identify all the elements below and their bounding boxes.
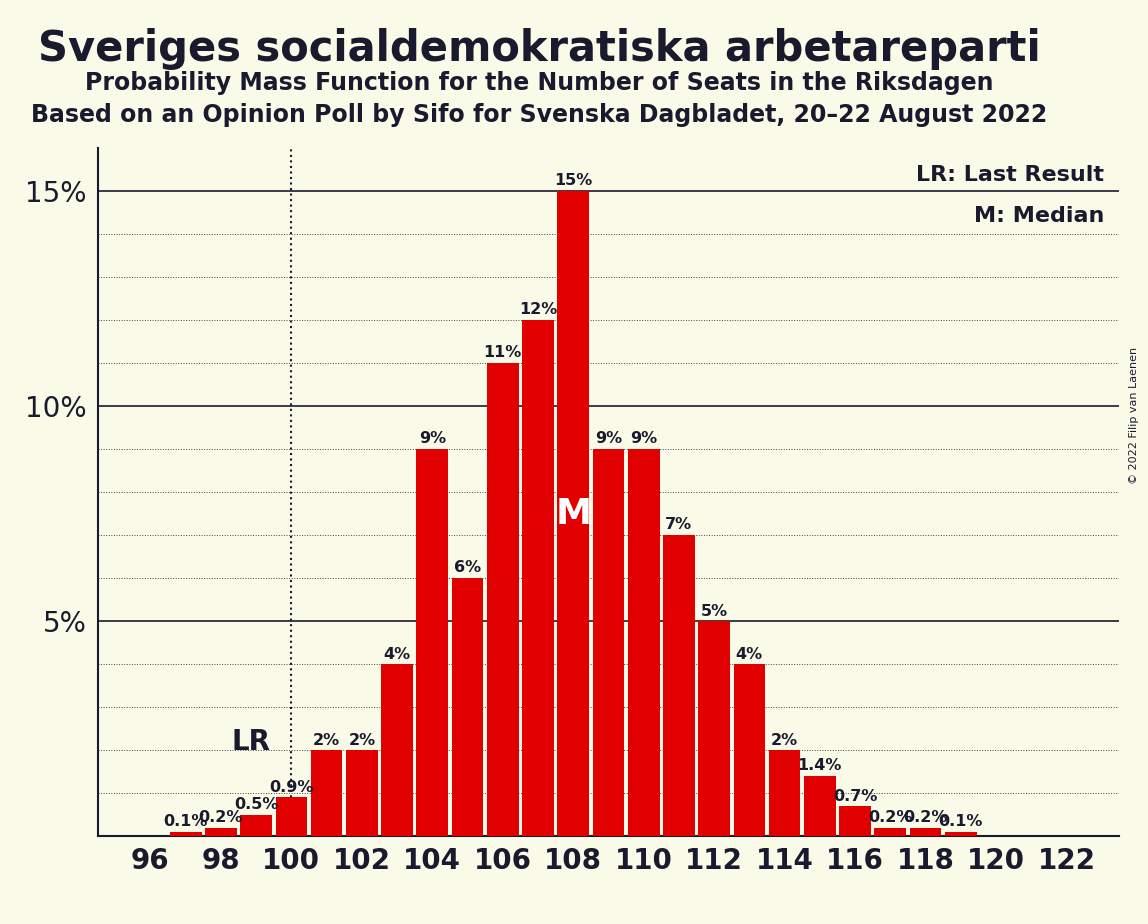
Text: 4%: 4% [383, 647, 411, 662]
Text: © 2022 Filip van Laenen: © 2022 Filip van Laenen [1128, 347, 1139, 484]
Bar [734, 664, 766, 836]
Bar [205, 828, 236, 836]
Text: 0.2%: 0.2% [868, 810, 913, 825]
Text: 9%: 9% [595, 432, 622, 446]
Bar [240, 815, 272, 836]
Bar [170, 832, 202, 836]
Text: Based on an Opinion Poll by Sifo for Svenska Dagbladet, 20–22 August 2022: Based on an Opinion Poll by Sifo for Sve… [31, 103, 1048, 128]
Text: 15%: 15% [554, 174, 592, 188]
Bar [558, 191, 589, 836]
Text: 9%: 9% [630, 432, 658, 446]
Text: 2%: 2% [348, 733, 375, 748]
Bar [945, 832, 977, 836]
Text: 12%: 12% [519, 302, 557, 317]
Bar [346, 750, 378, 836]
Bar [875, 828, 906, 836]
Bar [417, 449, 448, 836]
Text: 4%: 4% [736, 647, 763, 662]
Text: 0.1%: 0.1% [163, 814, 208, 830]
Text: 0.1%: 0.1% [939, 814, 983, 830]
Text: 0.9%: 0.9% [269, 780, 313, 795]
Text: 0.5%: 0.5% [234, 797, 278, 812]
Text: M: Median: M: Median [974, 206, 1104, 226]
Bar [311, 750, 342, 836]
Bar [839, 806, 871, 836]
Text: 0.2%: 0.2% [903, 810, 948, 825]
Text: 1.4%: 1.4% [798, 759, 841, 773]
Bar [909, 828, 941, 836]
Text: 2%: 2% [313, 733, 340, 748]
Text: 7%: 7% [666, 517, 692, 532]
Text: 2%: 2% [771, 733, 798, 748]
Bar [804, 776, 836, 836]
Text: 0.7%: 0.7% [833, 788, 877, 804]
Bar [487, 363, 519, 836]
Bar [698, 621, 730, 836]
Bar [381, 664, 413, 836]
Bar [628, 449, 660, 836]
Text: 9%: 9% [419, 432, 445, 446]
Text: 5%: 5% [700, 603, 728, 618]
Text: 0.2%: 0.2% [199, 810, 243, 825]
Text: LR: LR [231, 727, 270, 756]
Bar [592, 449, 625, 836]
Text: LR: Last Result: LR: Last Result [916, 165, 1104, 185]
Bar [451, 578, 483, 836]
Bar [769, 750, 800, 836]
Text: 11%: 11% [483, 346, 522, 360]
Bar [522, 320, 553, 836]
Text: M: M [556, 496, 591, 530]
Text: Probability Mass Function for the Number of Seats in the Riksdagen: Probability Mass Function for the Number… [85, 71, 994, 95]
Bar [276, 797, 308, 836]
Text: 6%: 6% [453, 561, 481, 576]
Bar [664, 535, 695, 836]
Text: Sveriges socialdemokratiska arbetareparti: Sveriges socialdemokratiska arbetarepart… [38, 28, 1041, 69]
